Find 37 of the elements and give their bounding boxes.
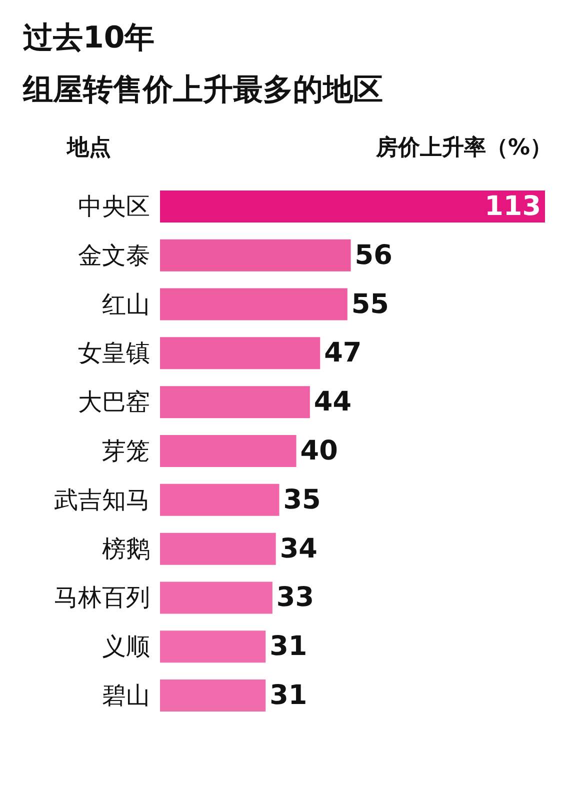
y-tick-label: 武吉知马 [54, 486, 150, 514]
y-tick-label: 女皇镇 [78, 339, 150, 368]
y-tick-label: 芽笼 [102, 437, 150, 465]
data-label: 31 [270, 680, 308, 712]
data-label: 55 [351, 288, 389, 320]
data-label: 47 [324, 338, 362, 369]
data-label: 31 [270, 631, 308, 662]
y-tick-label: 中央区 [78, 192, 150, 220]
y-tick-label: 金文泰 [78, 241, 150, 270]
bar [160, 582, 272, 614]
y-tick-label: 马林百列 [54, 584, 150, 612]
chart-title: 过去10年 [23, 20, 155, 56]
bar [160, 190, 545, 222]
data-label: 44 [314, 386, 352, 418]
data-label: 33 [276, 582, 314, 614]
data-label: 56 [354, 240, 392, 271]
y-tick-label: 碧山 [102, 682, 150, 710]
data-label: 40 [300, 436, 338, 466]
bar [160, 239, 351, 272]
bar [160, 484, 280, 516]
x-axis-title: 房价上升率（%） [374, 134, 552, 160]
data-label: 113 [484, 190, 541, 222]
data-label: 34 [280, 533, 318, 564]
bar [160, 630, 266, 663]
y-tick-label: 红山 [102, 290, 150, 318]
y-tick-label: 义顺 [102, 632, 150, 661]
bar [160, 532, 276, 565]
bar [160, 288, 348, 320]
bar [160, 435, 296, 467]
chart-subtitle: 组屋转售价上升最多的地区 [22, 72, 383, 108]
bar [160, 680, 266, 712]
bar [160, 337, 320, 370]
data-label: 35 [283, 484, 321, 516]
bar [160, 386, 310, 418]
y-axis-title: 地点 [66, 136, 111, 160]
y-tick-label: 榜鹅 [102, 534, 150, 563]
y-tick-label: 大巴窑 [78, 388, 150, 416]
